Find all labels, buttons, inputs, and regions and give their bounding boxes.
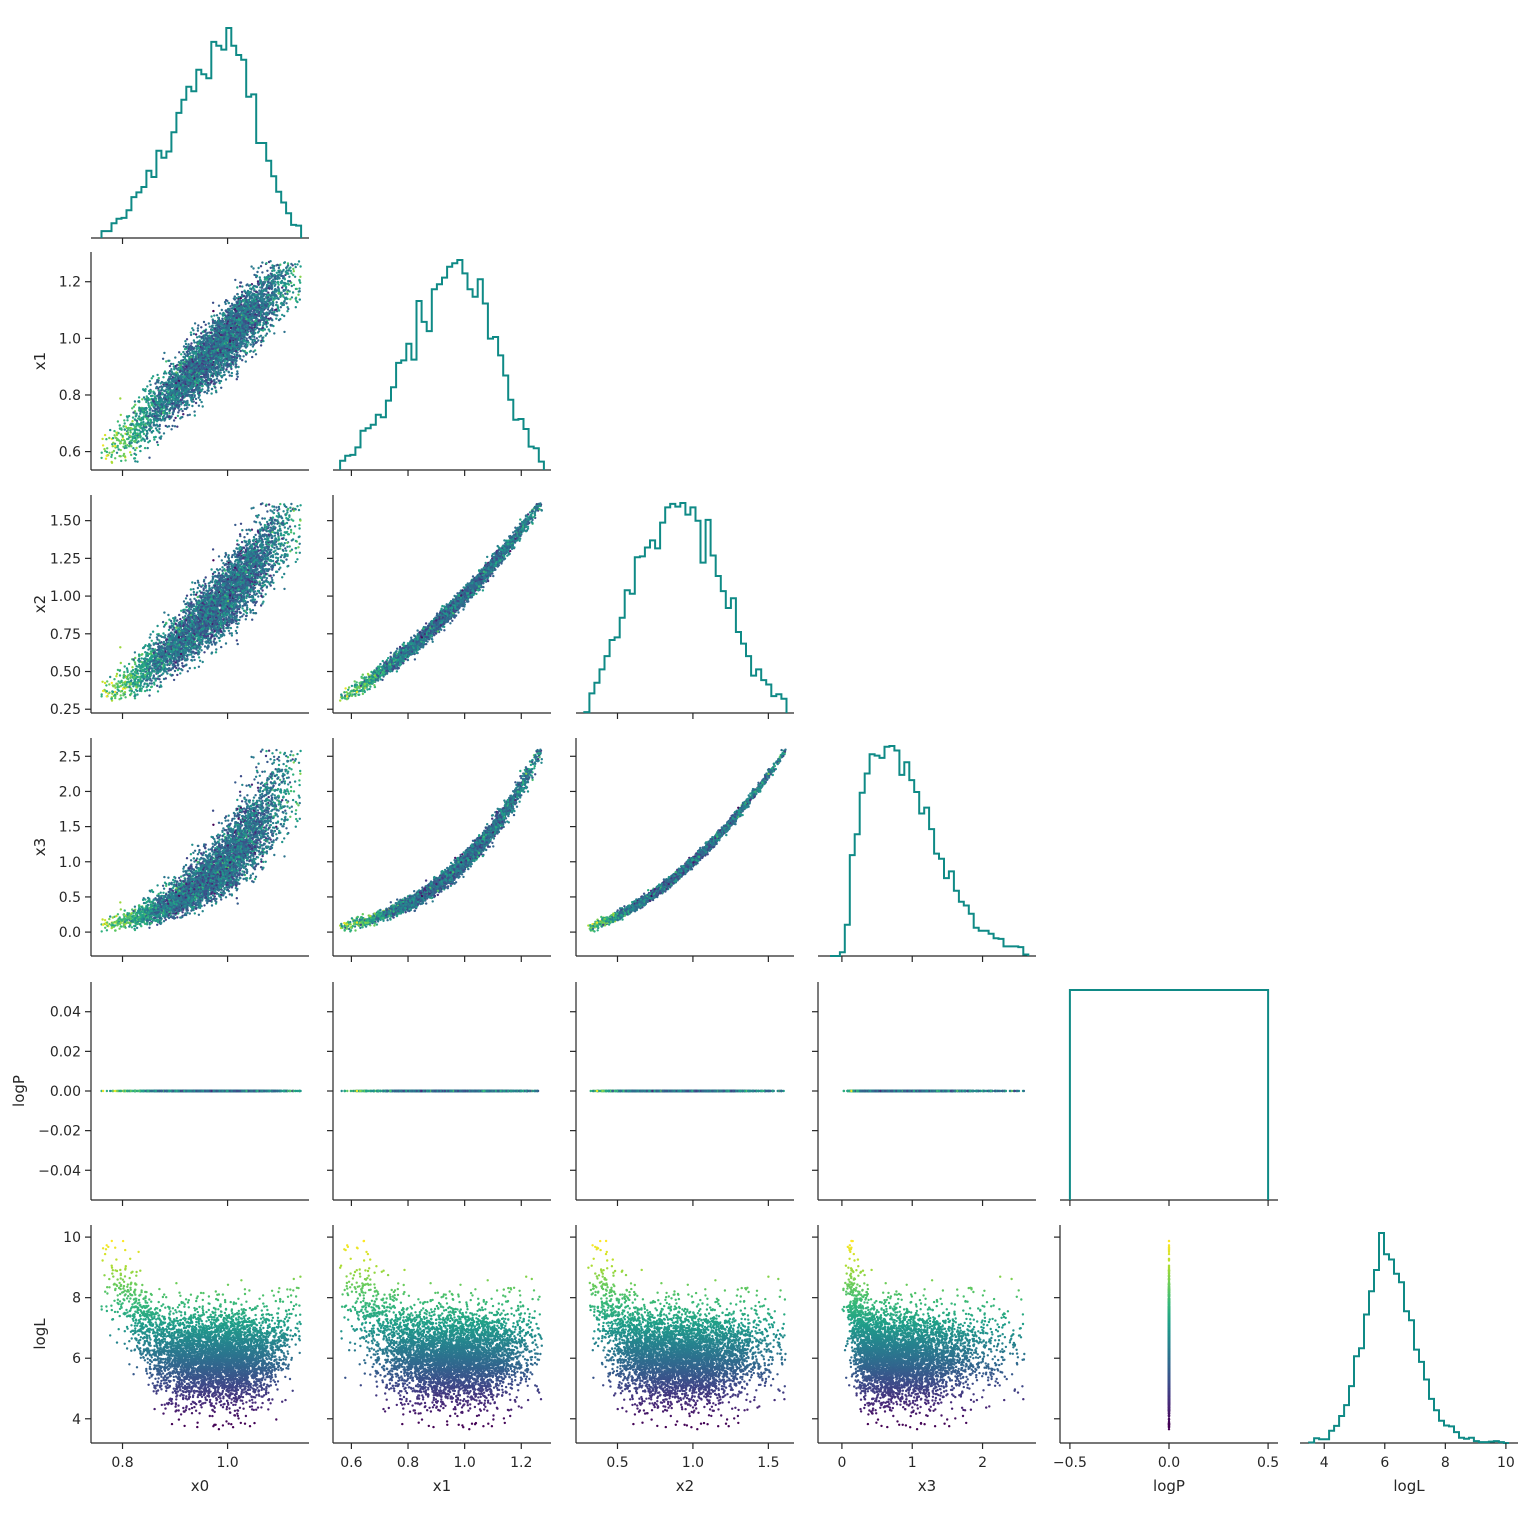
scatter-point [291,296,293,298]
scatter-point [113,430,115,432]
scatter-point [103,448,105,450]
scatter-point [276,301,278,303]
scatter-point [219,312,221,314]
scatter-point [298,260,300,262]
scatter-point [124,459,126,461]
scatter-point [142,421,144,423]
scatter-point [104,434,106,436]
scatter-point [132,416,134,418]
scatter-point [239,285,241,287]
scatter-point [295,306,297,308]
scatter-point [154,395,156,397]
scatter-point [195,333,197,335]
panel-x0-vs-x0 [91,28,309,244]
scatter-point [119,397,121,399]
scatter-point [200,326,202,328]
scatter-point [194,414,196,416]
scatter-point [163,432,165,434]
scatter-point [220,387,222,389]
histogram-x0 [102,28,302,238]
scatter-point [100,457,102,459]
scatter-point [236,286,238,288]
scatter-point [110,456,112,458]
scatter-point [295,288,297,290]
panel-x1-vs-x0: 0.60.81.01.2x1 [31,252,309,476]
scatter-point [144,447,146,449]
scatter-point [193,333,195,335]
scatter-point [101,438,103,440]
scatter-point [173,419,175,421]
scatter-point [216,314,218,316]
scatter-point [163,352,165,354]
